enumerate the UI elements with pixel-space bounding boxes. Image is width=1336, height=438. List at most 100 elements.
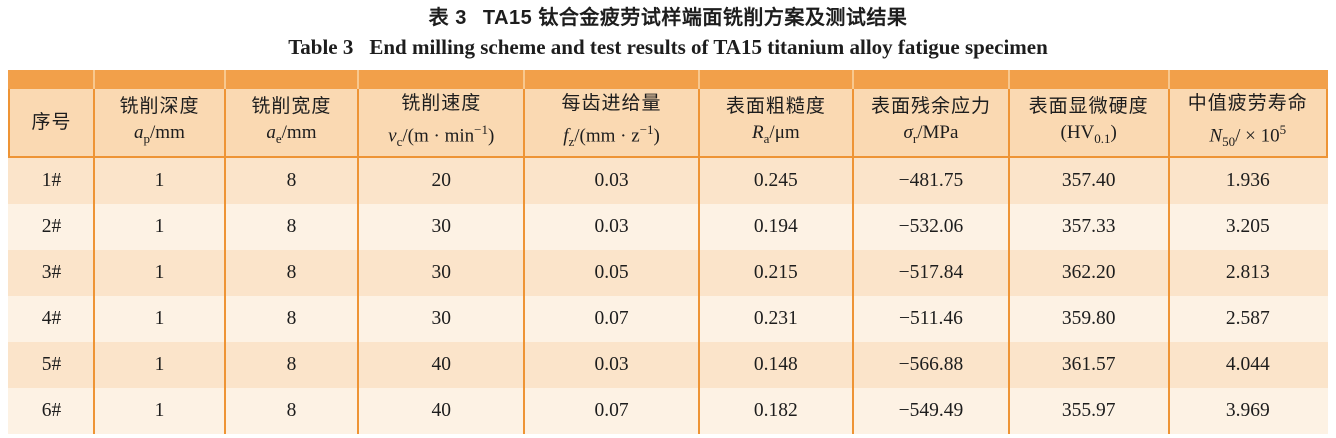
table-cell: 0.215: [699, 250, 855, 297]
table-caption-en-text: End milling scheme and test results of T…: [369, 35, 1048, 59]
table-cell: 8: [225, 250, 360, 297]
table-row: 5# 1 8 40 0.03 0.148 −566.88 361.57 4.044: [8, 342, 1328, 389]
table-cell: 30: [359, 296, 526, 343]
table-cell: 1.936: [1169, 158, 1328, 205]
table-cell: 3#: [8, 250, 96, 297]
column-header: 铣削速度 vc/(m · min−1): [359, 89, 526, 159]
table-cell: −517.84: [854, 250, 1010, 297]
table-header-row: 序号 铣削深度 ap/mm 铣削宽度 ae/mm 铣削速度 vc/(m · min−1) 每齿…: [8, 89, 1328, 159]
column-header-name: 铣削深度: [119, 96, 200, 118]
table-cell: 1: [95, 342, 226, 389]
table-cell: 0.03: [525, 204, 700, 251]
table-cell: 0.07: [525, 388, 700, 435]
table-cell: 0.245: [699, 158, 855, 205]
table-cell: 0.07: [525, 296, 700, 343]
table-cell: 0.148: [699, 342, 855, 389]
column-header-name: 表面粗糙度: [725, 96, 826, 118]
table-row: 6# 1 8 40 0.07 0.182 −549.49 355.97 3.969: [8, 388, 1328, 435]
table-cell: −511.46: [854, 296, 1010, 343]
table-cell: 1: [95, 388, 226, 435]
table-cell: 30: [359, 250, 526, 297]
table-cell: 2#: [8, 204, 96, 251]
table-caption-en: Table 3 End milling scheme and test resul…: [0, 34, 1336, 61]
column-header-name: 表面残余应力: [870, 96, 991, 118]
column-header: 序号: [8, 89, 96, 159]
column-header-name: 中值疲劳寿命: [1187, 93, 1308, 114]
table-cell: −532.06: [854, 204, 1010, 251]
column-header-symbol: fz/(mm · z−1): [563, 122, 660, 150]
table-cell: 8: [225, 158, 360, 205]
table-caption-zh-text: TA15 钛合金疲劳试样端面铣削方案及测试结果: [482, 7, 908, 29]
table-cell: 30: [359, 204, 526, 251]
top-band-cell: [1009, 70, 1170, 89]
top-band-cell: [8, 70, 96, 89]
column-header-name: 铣削宽度: [251, 96, 332, 118]
column-header-symbol: σr/MPa: [903, 122, 959, 146]
table-cell: 1: [95, 204, 226, 251]
table-row: 2# 1 8 30 0.03 0.194 −532.06 357.33 3.205: [8, 204, 1328, 251]
table-cell: 2.587: [1169, 296, 1328, 343]
column-header: 每齿进给量 fz/(mm · z−1): [525, 89, 700, 159]
table-cell: −566.88: [854, 342, 1010, 389]
table-caption-en-label: Table 3: [288, 35, 354, 59]
top-band-cell: [95, 70, 226, 89]
column-header-symbol: vc/(m · min−1): [388, 122, 495, 150]
column-header: 表面粗糙度 Ra/μm: [699, 89, 855, 159]
table-cell: 4#: [8, 296, 96, 343]
column-header-symbol: Ra/μm: [752, 122, 800, 146]
column-header-name: 序号: [31, 111, 72, 133]
top-band-cell: [1169, 70, 1328, 89]
top-band-cell: [525, 70, 700, 89]
column-header-symbol: N50/ × 105: [1209, 122, 1287, 150]
column-header-name: 表面显微硬度: [1028, 96, 1149, 118]
table-cell: 8: [225, 342, 360, 389]
column-header-symbol: (HV0.1): [1060, 122, 1117, 146]
column-header: 铣削宽度 ae/mm: [225, 89, 360, 159]
table-cell: 40: [359, 388, 526, 435]
table-cell: 2.813: [1169, 250, 1328, 297]
table-cell: 4.044: [1169, 342, 1328, 389]
table-cell: 5#: [8, 342, 96, 389]
table-cell: 357.33: [1009, 204, 1170, 251]
column-header: 中值疲劳寿命 N50/ × 105: [1169, 89, 1328, 159]
top-band-cell: [359, 70, 526, 89]
table-cell: 8: [225, 296, 360, 343]
table-cell: 0.182: [699, 388, 855, 435]
table-cell: 359.80: [1009, 296, 1170, 343]
table-cell: 6#: [8, 388, 96, 435]
column-header-symbol: ae/mm: [266, 122, 317, 146]
table-cell: 1#: [8, 158, 96, 205]
top-band-cell: [699, 70, 855, 89]
table-cell: 355.97: [1009, 388, 1170, 435]
table-cell: 0.03: [525, 158, 700, 205]
table-cell: 361.57: [1009, 342, 1170, 389]
table-cell: 0.03: [525, 342, 700, 389]
column-header: 表面显微硬度 (HV0.1): [1009, 89, 1170, 159]
top-band-cell: [225, 70, 360, 89]
table-row: 4# 1 8 30 0.07 0.231 −511.46 359.80 2.587: [8, 296, 1328, 343]
table-top-band: [8, 70, 1328, 89]
table-cell: 0.194: [699, 204, 855, 251]
table-cell: 0.05: [525, 250, 700, 297]
table-cell: 20: [359, 158, 526, 205]
table-cell: −481.75: [854, 158, 1010, 205]
table-cell: 8: [225, 388, 360, 435]
table-body: 1# 1 8 20 0.03 0.245 −481.75 357.40 1.936 2# 1 8 30 0…: [8, 158, 1328, 435]
table-caption-zh: 表 3 TA15 钛合金疲劳试样端面铣削方案及测试结果: [0, 5, 1336, 32]
table-cell: 362.20: [1009, 250, 1170, 297]
column-header-name: 铣削速度: [401, 93, 482, 114]
table-cell: 0.231: [699, 296, 855, 343]
column-header-name: 每齿进给量: [561, 93, 662, 114]
table-cell: 357.40: [1009, 158, 1170, 205]
milling-results-table: 序号 铣削深度 ap/mm 铣削宽度 ae/mm 铣削速度 vc/(m · min−1) 每齿…: [8, 70, 1328, 435]
table-cell: 8: [225, 204, 360, 251]
table-caption-zh-label: 表 3: [428, 7, 467, 29]
table-cell: −549.49: [854, 388, 1010, 435]
table-cell: 1: [95, 250, 226, 297]
table-row: 3# 1 8 30 0.05 0.215 −517.84 362.20 2.813: [8, 250, 1328, 297]
column-header: 表面残余应力 σr/MPa: [854, 89, 1010, 159]
column-header-symbol: ap/mm: [134, 122, 185, 146]
table-cell: 1: [95, 158, 226, 205]
table-cell: 3.969: [1169, 388, 1328, 435]
